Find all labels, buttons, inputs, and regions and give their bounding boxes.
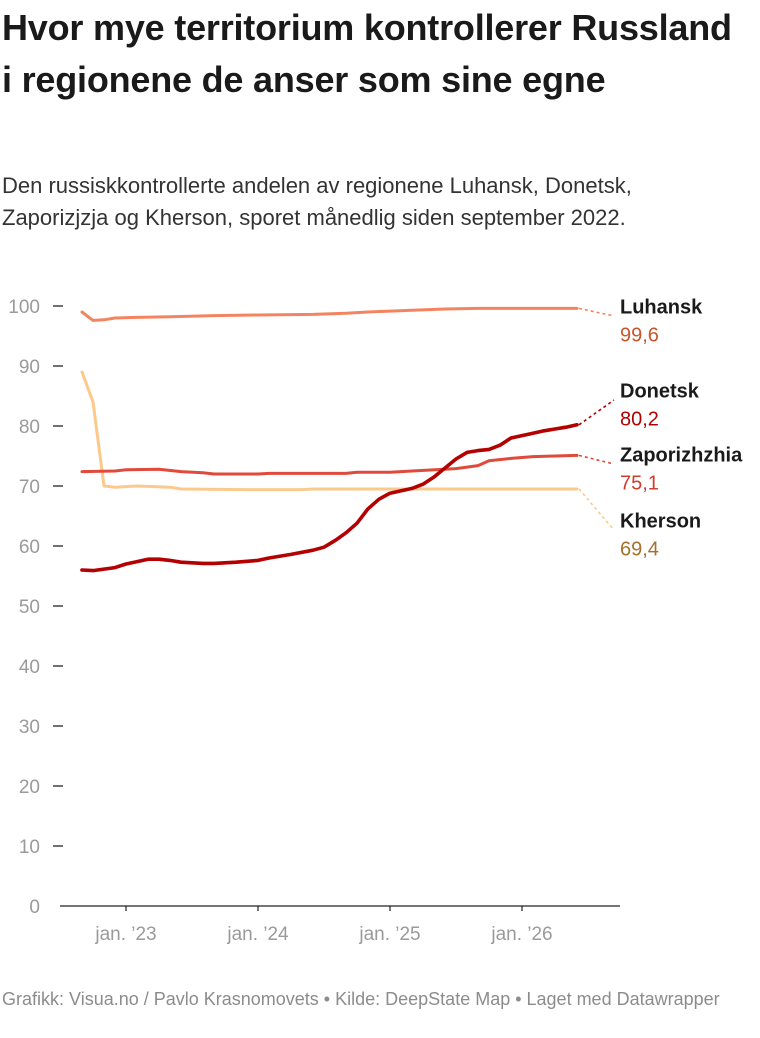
x-tick-label: jan. ’23: [94, 924, 156, 945]
series-value-label: 99,6: [620, 324, 659, 346]
x-tick-label: jan. ’24: [226, 924, 289, 945]
label-connector: [578, 454, 615, 465]
series-line-luhansk: [80, 306, 579, 322]
series-value-label: 69,4: [620, 538, 659, 560]
y-tick-label: 70: [19, 477, 40, 498]
y-tick-label: 100: [8, 297, 40, 318]
label-connector: [578, 399, 615, 426]
y-tick-label: 80: [19, 417, 40, 438]
y-tick-label: 10: [19, 837, 40, 858]
series-lines: [80, 306, 579, 573]
y-tick-label: 60: [19, 537, 40, 558]
y-tick-label: 30: [19, 717, 40, 738]
series-name-label: Zaporizhzhia: [620, 444, 743, 466]
x-tick-label: jan. ’25: [358, 924, 420, 945]
end-labels: Luhansk 99,6 Donetsk 80,2 Zaporizhzhia 75,1 Kh…: [578, 296, 743, 560]
series-value-label: 80,2: [620, 408, 659, 430]
y-tick-label: 0: [29, 897, 40, 918]
label-connector: [578, 488, 615, 531]
series-name-label: Donetsk: [620, 380, 700, 402]
chart-title: Hvor mye territorium kontrollerer Russla…: [2, 7, 732, 100]
series-value-label: 75,1: [620, 472, 659, 494]
series-name-label: Kherson: [620, 510, 701, 532]
x-axis: jan. ’23 jan. ’24 jan. ’25 jan. ’26: [60, 905, 620, 945]
y-tick-label: 20: [19, 777, 40, 798]
series-line-donetsk: [80, 422, 579, 573]
y-axis: 0 10 20 30 40 50 60 70 80 90 100: [8, 297, 63, 918]
chart-footer: Grafikk: Visua.no / Pavlo Krasnomovets •…: [2, 989, 720, 1009]
label-connector: [578, 307, 615, 317]
y-tick-label: 90: [19, 357, 40, 378]
y-tick-label: 40: [19, 657, 40, 678]
y-tick-label: 50: [19, 597, 40, 618]
series-line-zaporizhzhia: [80, 453, 579, 476]
chart-subtitle: Den russiskkontrollerte andelen av regio…: [2, 173, 632, 230]
series-name-label: Luhansk: [620, 296, 703, 318]
x-tick-label: jan. ’26: [490, 924, 552, 945]
